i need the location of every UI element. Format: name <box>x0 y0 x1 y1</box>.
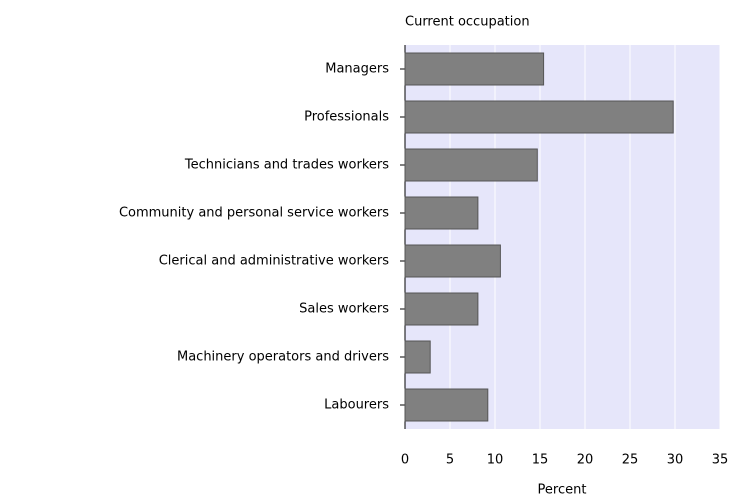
x-tick-label: 0 <box>401 453 409 468</box>
bar <box>404 148 538 182</box>
bar <box>404 100 674 134</box>
x-tick-label: 15 <box>532 453 549 468</box>
y-tick-label: Labourers <box>324 398 389 413</box>
x-tick-label: 10 <box>487 453 504 468</box>
y-tick-label: Community and personal service workers <box>119 206 389 221</box>
x-tick-label: 5 <box>446 453 454 468</box>
bar <box>404 292 479 326</box>
bar <box>404 388 489 422</box>
x-tick-label: 20 <box>577 453 594 468</box>
y-tick-label: Professionals <box>304 110 389 125</box>
bar <box>404 196 479 230</box>
y-tick-label: Clerical and administrative workers <box>159 254 389 269</box>
x-tick-label: 30 <box>667 453 684 468</box>
chart-title: Current occupation <box>405 15 530 30</box>
bar <box>404 52 545 86</box>
bar <box>404 244 501 278</box>
bar <box>404 340 431 374</box>
x-tick-label: 35 <box>712 453 729 468</box>
y-tick-label: Technicians and trades workers <box>184 158 389 173</box>
x-axis-label: Percent <box>538 483 587 498</box>
y-tick-label: Managers <box>325 62 389 77</box>
x-tick-label: 25 <box>622 453 639 468</box>
y-tick-label: Machinery operators and drivers <box>177 350 389 365</box>
y-tick-label: Sales workers <box>299 302 389 317</box>
